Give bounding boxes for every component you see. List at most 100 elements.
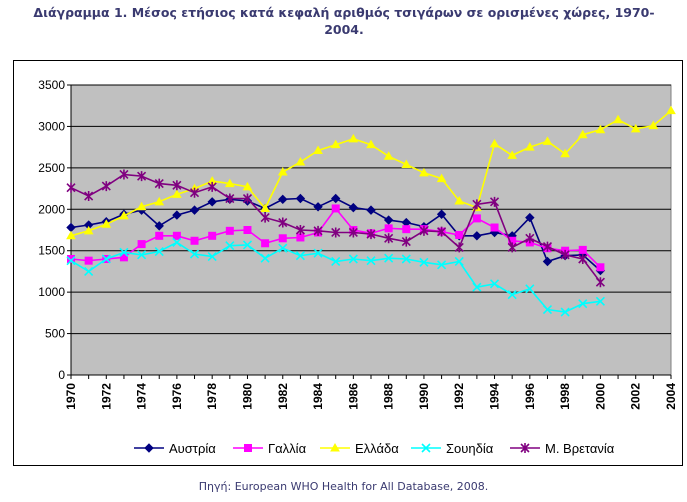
series-2-point [472, 214, 481, 223]
series-5-point [189, 187, 200, 198]
x-tick-label: 1988 [382, 383, 396, 410]
series-3-point [419, 167, 429, 177]
series-4-point [437, 260, 447, 270]
series-4-point [278, 243, 288, 253]
series-1-point [207, 197, 217, 207]
series-1-point [436, 209, 447, 219]
series-4-point [154, 246, 164, 257]
series-4-point [260, 253, 270, 263]
series-5-point [525, 233, 535, 244]
series-3-point [172, 189, 182, 198]
series-4-point [101, 254, 111, 264]
series-5-point [295, 225, 305, 235]
series-5-point [542, 241, 553, 252]
y-tick-label: 3000 [38, 119, 65, 133]
series-4-point [225, 241, 235, 251]
series-5-point [507, 242, 517, 253]
series-4-point [295, 251, 305, 261]
series-5-point [419, 225, 429, 236]
series-1-point [313, 202, 323, 212]
series-3-point [524, 142, 535, 151]
series-5-point [560, 249, 570, 260]
y-tick-label: 1000 [38, 285, 65, 299]
x-tick-label: 1998 [558, 383, 572, 410]
legend-marker-2 [244, 444, 252, 452]
series-2-point [402, 225, 411, 234]
series-5-point [207, 181, 217, 192]
x-tick-label: 1980 [240, 383, 254, 410]
x-tick-label: 2002 [629, 383, 643, 410]
series-4-point [507, 290, 517, 300]
series-4-point [189, 249, 200, 259]
series-2-point [596, 263, 605, 272]
series-2-point [225, 226, 234, 235]
series-3-point [119, 210, 129, 220]
x-tick-label: 1974 [135, 383, 149, 410]
series-2-point [384, 224, 393, 233]
series-5-point [172, 180, 182, 191]
y-tick-label: 1500 [38, 244, 65, 258]
series-3-point [101, 219, 112, 228]
series-3-point [66, 230, 76, 240]
series-3-point [330, 139, 341, 149]
series-3-point [154, 196, 165, 206]
series-2-point [261, 239, 270, 248]
x-tick-label: 1996 [523, 383, 537, 410]
series-4-point [595, 296, 605, 306]
series-4-point [384, 253, 394, 263]
series-4-point [542, 304, 553, 315]
series-3-point [224, 178, 235, 188]
legend-label-4: Σουηδία [446, 441, 494, 456]
series-3-point [507, 150, 518, 159]
series-2-point [278, 234, 287, 243]
series-2-point [190, 236, 199, 245]
series-5-point [66, 182, 76, 193]
series-2-point [137, 240, 146, 249]
x-tick-label: 1984 [311, 383, 325, 410]
series-5-point [101, 181, 111, 192]
y-tick-label: 500 [45, 327, 65, 341]
source-note: Πηγή: European WHO Health for All Databa… [198, 480, 489, 493]
x-tick-label: 1994 [488, 383, 502, 410]
x-tick-label: 1976 [170, 383, 184, 410]
chart-title: Διάγραμμα 1. Μέσος ετήσιος κατά κεφαλή α… [8, 4, 680, 38]
series-4-point [472, 282, 482, 292]
series-3-point [260, 203, 270, 212]
series-4-point [84, 266, 94, 276]
series-5-point [437, 226, 447, 237]
series-3-point [648, 120, 659, 130]
series-4-point [578, 299, 588, 309]
series-5-point [489, 196, 500, 207]
legend-label-5: Μ. Βρετανία [545, 441, 615, 456]
series-2-point [578, 245, 587, 254]
series-5-point [278, 217, 288, 228]
y-tick-label: 2500 [38, 161, 65, 175]
series-1-point [295, 193, 306, 204]
series-4-point [313, 248, 323, 258]
series-4-point [331, 256, 341, 267]
series-1-point [189, 205, 200, 215]
series-5-point [242, 193, 253, 204]
legend-label-2: Γαλλία [268, 441, 307, 456]
series-2-point [208, 231, 217, 240]
series-4-point [172, 237, 182, 247]
series-3-point [436, 173, 447, 183]
series-4-point [489, 279, 500, 289]
series-5-point [454, 242, 464, 253]
series-3-point [277, 166, 288, 176]
series-3-point [542, 136, 553, 145]
series-3-point [577, 129, 588, 139]
legend-marker-4 [421, 443, 431, 453]
series-2-point [84, 256, 93, 265]
series-3-point [595, 124, 606, 134]
series-4-point [66, 256, 76, 266]
series-5-point [137, 171, 147, 182]
series-5-point [401, 236, 411, 247]
series-2-point [243, 226, 252, 234]
series-4-point [119, 247, 129, 257]
series-1-point [154, 221, 164, 231]
series-5-point [366, 229, 376, 240]
legend-marker-3 [330, 442, 340, 452]
series-4-point [348, 254, 358, 264]
series-5-point [313, 225, 323, 236]
